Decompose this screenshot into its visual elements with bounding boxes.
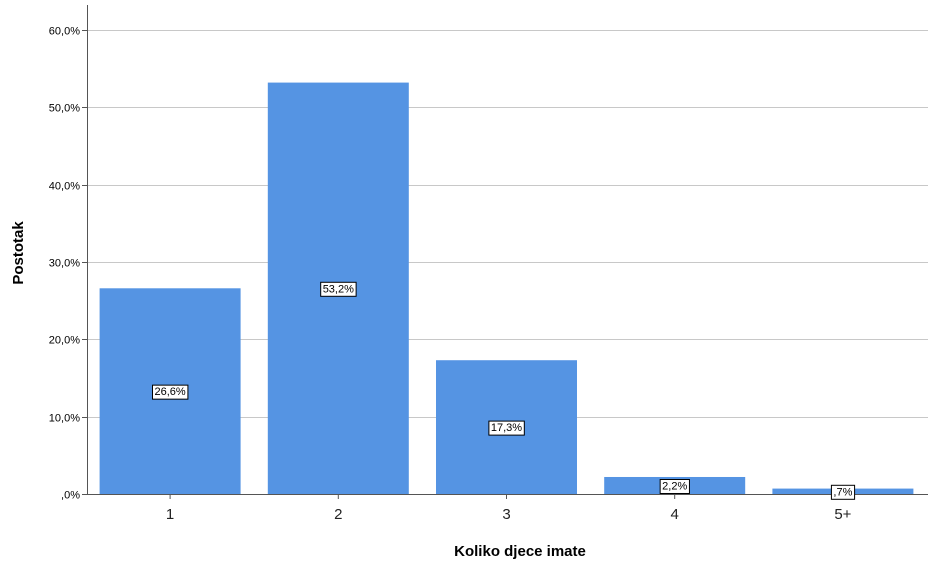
data-label: 53,2% xyxy=(323,283,354,295)
x-axis-title: Koliko djece imate xyxy=(454,543,586,560)
x-tick-label: 2 xyxy=(334,506,342,523)
x-tick-label: 1 xyxy=(166,506,174,523)
y-tick-label: 50,0% xyxy=(49,103,80,115)
x-tick-label: 4 xyxy=(671,506,679,523)
y-tick-label: ,0% xyxy=(61,490,80,502)
y-tick-label: 20,0% xyxy=(49,335,80,347)
y-tick-label: 30,0% xyxy=(49,258,80,270)
data-label: 2,2% xyxy=(662,480,687,492)
data-label: 17,3% xyxy=(491,422,522,434)
data-label: 26,6% xyxy=(154,386,185,398)
y-tick-label: 10,0% xyxy=(49,413,80,425)
y-tick-label: 60,0% xyxy=(49,26,80,38)
y-axis-title: Postotak xyxy=(10,221,27,285)
data-label: ,7% xyxy=(833,486,852,498)
y-tick-label: 40,0% xyxy=(49,181,80,193)
x-tick-label: 5+ xyxy=(834,506,851,523)
x-tick-label: 3 xyxy=(502,506,510,523)
